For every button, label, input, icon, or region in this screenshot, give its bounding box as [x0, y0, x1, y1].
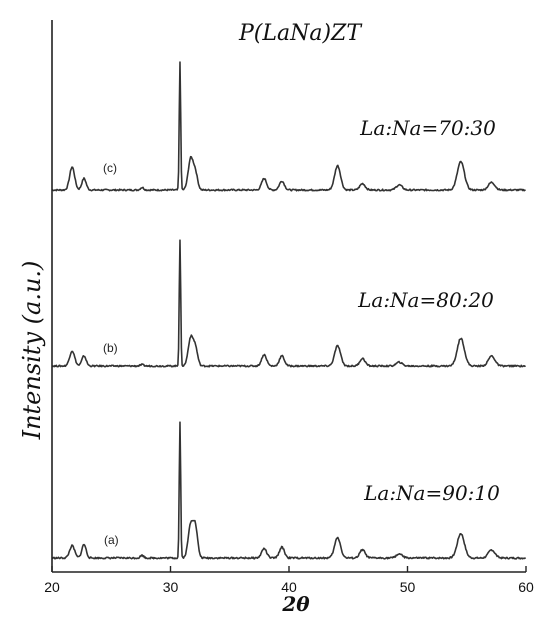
composition-label: La:Na=70:30	[359, 116, 496, 140]
curve-tag: (a)	[104, 533, 119, 547]
composition-label: La:Na=80:20	[357, 288, 494, 312]
x-tick-label: 60	[518, 579, 534, 595]
xrd-trace-a	[51, 421, 527, 560]
chart-title: P(LaNa)ZT	[238, 21, 363, 46]
x-tick-label: 30	[163, 579, 179, 595]
x-tick-label: 40	[281, 579, 297, 595]
x-axis-label: 2θ	[281, 592, 310, 616]
composition-labels: La:Na=70:30 La:Na=80:20 La:Na=90:10	[357, 116, 500, 505]
x-tick-label: 50	[400, 579, 416, 595]
xrd-trace-c	[51, 61, 526, 192]
y-axis-label: Intensity (a.u.)	[18, 261, 46, 441]
x-ticks: 20 30 40 50 60	[44, 566, 534, 595]
curve-tags: (c) (b) (a)	[103, 161, 119, 547]
xrd-trace-b	[51, 239, 527, 368]
curve-tag: (c)	[103, 161, 117, 175]
x-tick-label: 20	[44, 579, 60, 595]
traces-group	[51, 61, 527, 560]
curve-tag: (b)	[103, 341, 118, 355]
composition-label: La:Na=90:10	[363, 481, 500, 505]
